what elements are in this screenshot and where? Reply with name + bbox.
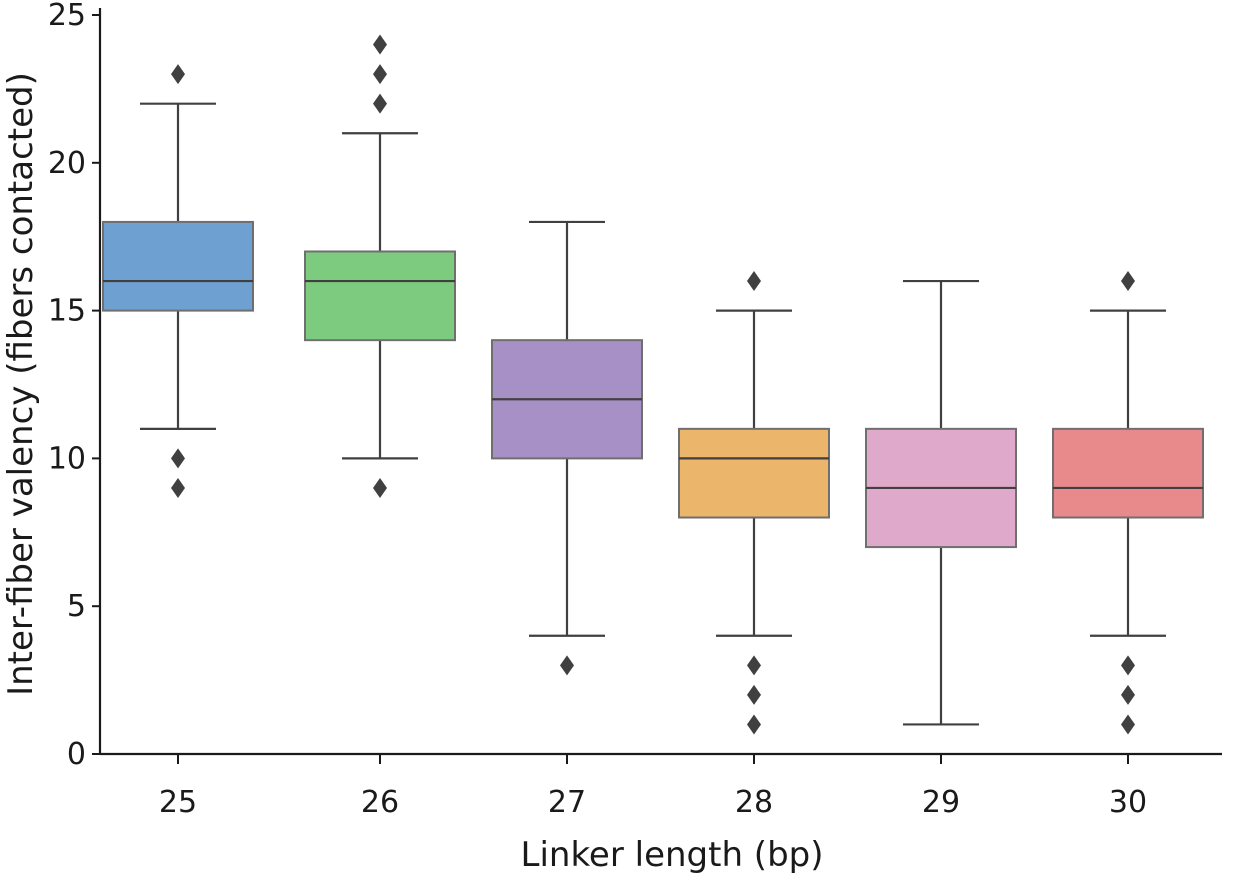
box-28 — [678, 427, 830, 519]
outlier-27-0 — [560, 655, 574, 676]
box-group-25 — [102, 64, 254, 498]
x-tick-label-29: 29 — [922, 785, 960, 820]
outlier-28-0 — [747, 271, 761, 292]
outlier-25-0 — [171, 64, 185, 85]
y-tick-label-5: 5 — [67, 589, 86, 624]
y-tick-label-10: 10 — [48, 441, 86, 476]
x-tick-label-28: 28 — [735, 785, 773, 820]
outlier-28-2 — [747, 684, 761, 705]
box-group-29 — [865, 279, 1017, 726]
plot-area — [102, 34, 1204, 735]
outlier-25-2 — [171, 477, 185, 498]
box-26 — [304, 250, 456, 342]
outlier-26-0 — [373, 34, 387, 55]
box-30 — [1052, 427, 1204, 519]
box-group-27 — [491, 220, 643, 676]
outlier-26-1 — [373, 64, 387, 85]
y-tick-label-0: 0 — [67, 737, 86, 772]
x-tick-label-26: 26 — [361, 785, 399, 820]
outlier-25-1 — [171, 448, 185, 469]
outlier-26-2 — [373, 93, 387, 114]
outlier-28-3 — [747, 714, 761, 735]
outlier-30-0 — [1121, 271, 1135, 292]
x-tick-label-25: 25 — [159, 785, 197, 820]
box-group-30 — [1052, 271, 1204, 735]
box-group-26 — [304, 34, 456, 498]
x-tick-label-30: 30 — [1109, 785, 1147, 820]
y-axis-label: Inter-fiber valency (fibers contacted) — [1, 72, 41, 696]
box-25 — [102, 220, 254, 312]
y-tick-label-15: 15 — [48, 294, 86, 329]
y-tick-label-20: 20 — [48, 146, 86, 181]
x-tick-label-27: 27 — [548, 785, 586, 820]
outlier-30-1 — [1121, 655, 1135, 676]
x-axis-ticks: 25 26 27 28 29 30 — [159, 754, 1147, 820]
box-group-28 — [678, 271, 830, 735]
outlier-30-3 — [1121, 714, 1135, 735]
outlier-28-1 — [747, 655, 761, 676]
outlier-30-2 — [1121, 684, 1135, 705]
x-axis-label: Linker length (bp) — [521, 835, 824, 875]
y-axis-ticks: 0 5 10 15 20 25 — [48, 0, 100, 772]
outlier-26-3 — [373, 477, 387, 498]
y-tick-label-25: 25 — [48, 0, 86, 33]
